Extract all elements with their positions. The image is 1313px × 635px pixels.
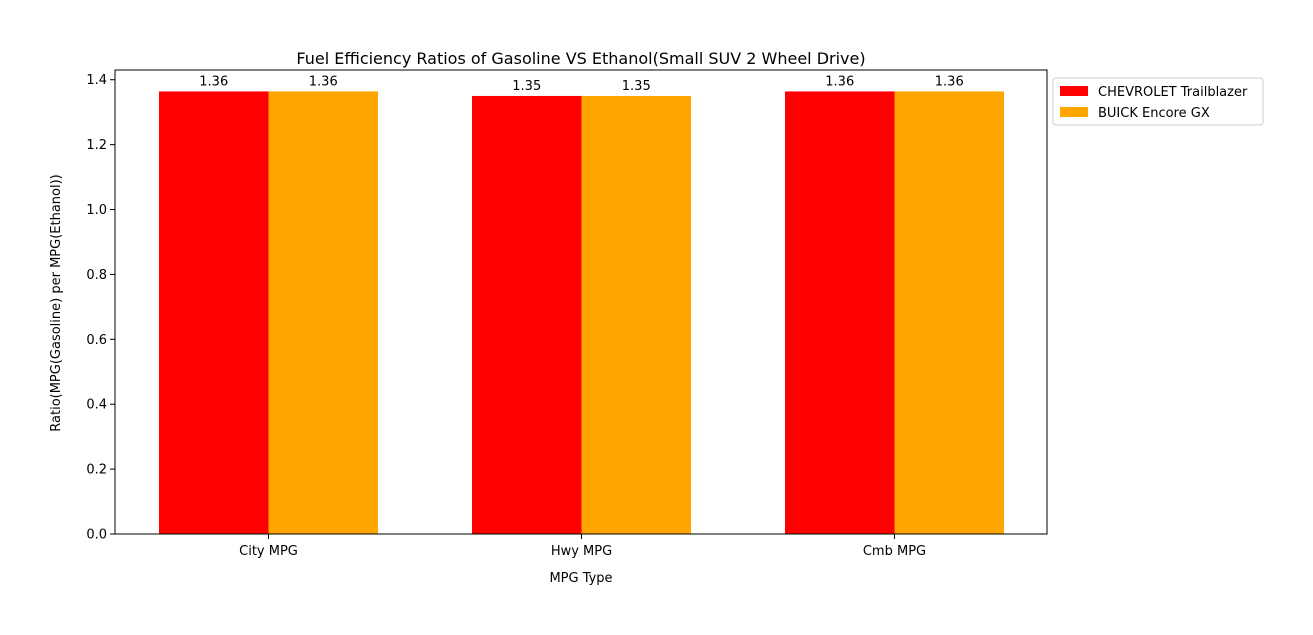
bar [785,91,895,535]
bar [894,91,1004,535]
bar-value-label: 1.36 [309,74,338,89]
bar-value-label: 1.36 [199,74,228,89]
x-axis: City MPG Hwy MPG Cmb MPG [239,534,926,559]
y-tick-label: 0.6 [86,333,107,348]
bar [581,95,691,534]
legend-entry-label: CHEVROLET Trailblazer [1098,85,1248,100]
bar [159,91,269,535]
y-tick-label: 0.8 [86,268,107,283]
legend: CHEVROLET Trailblazer BUICK Encore GX [1052,77,1264,126]
x-tick-label: Cmb MPG [863,544,926,559]
bar-labels-group: 1.36 1.36 1.35 1.35 1.36 1.36 [199,74,963,94]
y-axis-label: Ratio(MPG(Gasoline) per MPG(Ethanol)) [49,174,64,431]
legend-swatch [1060,107,1088,117]
bars-group [159,91,1004,535]
y-tick-label: 0.0 [86,528,107,543]
legend-swatch [1060,86,1088,96]
bar-value-label: 1.36 [935,74,964,89]
x-axis-label: MPG Type [549,571,612,586]
y-tick-label: 1.2 [86,138,107,153]
chart-title: Fuel Efficiency Ratios of Gasoline VS Et… [296,49,865,68]
bar-value-label: 1.35 [622,79,651,94]
legend-box [1052,77,1264,126]
bar-value-label: 1.36 [825,74,854,89]
y-tick-label: 1.0 [86,203,107,218]
bar [472,95,582,534]
legend-entry-label: BUICK Encore GX [1098,106,1210,121]
bar-value-label: 1.35 [512,79,541,94]
y-tick-label: 1.4 [86,73,107,88]
y-axis: 0.0 0.2 0.4 0.6 0.8 1.0 1.2 1.4 [86,73,115,543]
y-tick-label: 0.2 [86,463,107,478]
y-tick-label: 0.4 [86,398,107,413]
x-tick-label: Hwy MPG [551,544,612,559]
x-tick-label: City MPG [239,544,298,559]
bar [268,91,378,535]
